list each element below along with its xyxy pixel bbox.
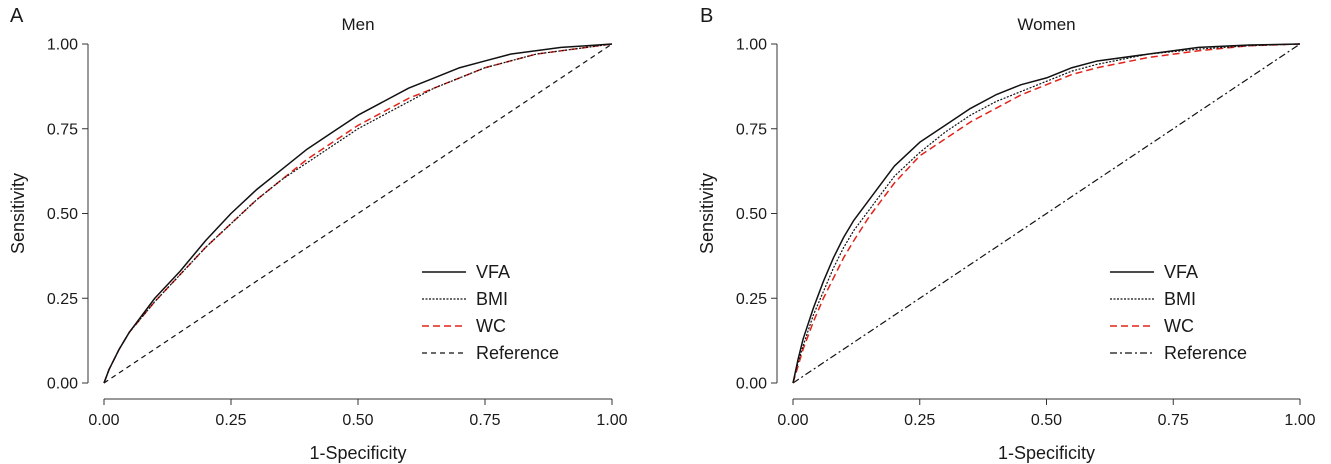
legend-label: BMI	[476, 289, 508, 309]
series-line-reference	[792, 43, 1301, 384]
panel-letter: A	[10, 5, 24, 27]
x-tick-label: 0.25	[215, 412, 246, 429]
x-tick-label: 1.00	[1284, 412, 1315, 429]
panel-letter: B	[700, 5, 713, 27]
x-tick-label: 0.50	[1031, 412, 1062, 429]
series-line-reference	[103, 43, 613, 384]
panel-a: A Men 0.00 0.25 0.50 0.75 1.00 0.00 0.25 0.50 0.75…	[8, 5, 628, 463]
x-tick-label: 0.00	[88, 412, 119, 429]
y-tick-label: 0.00	[736, 376, 767, 393]
legend-label: WC	[476, 316, 506, 336]
y-axis-title: Sensitivity	[697, 173, 717, 254]
y-tick-label: 0.50	[47, 206, 78, 223]
series-line-vfa	[792, 43, 1301, 384]
y-tick-label: 0.75	[736, 121, 767, 138]
series-line-bmi	[792, 43, 1301, 384]
y-axis-title: Sensitivity	[8, 173, 28, 254]
panel-b: B Women 0.00 0.25 0.50 0.75 1.00 0.00 0.25 0.50 0.…	[697, 5, 1316, 463]
legend: VFA BMI WC Reference	[422, 262, 559, 363]
y-tick-label: 0.75	[47, 121, 78, 138]
y-tick-label: 0.50	[736, 206, 767, 223]
legend-label: BMI	[1164, 289, 1196, 309]
y-tick-label: 0.00	[47, 376, 78, 393]
legend-label: Reference	[476, 343, 559, 363]
chart-title: Men	[341, 15, 374, 34]
series-line-vfa	[103, 43, 613, 384]
series-line-wc	[792, 43, 1301, 384]
x-axis-title: 1-Specificity	[309, 443, 406, 463]
x-tick-label: 1.00	[596, 412, 627, 429]
legend-label: Reference	[1164, 343, 1247, 363]
x-tick-label: 0.50	[342, 412, 373, 429]
series-line-bmi	[103, 43, 613, 384]
legend: VFA BMI WC Reference	[1110, 262, 1247, 363]
x-tick-label: 0.75	[1158, 412, 1189, 429]
x-axis-title: 1-Specificity	[998, 443, 1095, 463]
x-tick-label: 0.25	[904, 412, 935, 429]
chart-title: Women	[1017, 15, 1075, 34]
legend-label: VFA	[1164, 262, 1198, 282]
y-tick-label: 1.00	[736, 37, 767, 54]
y-tick-label: 1.00	[47, 37, 78, 54]
x-tick-label: 0.75	[469, 412, 500, 429]
y-tick-label: 0.25	[47, 291, 78, 308]
x-tick-label: 0.00	[777, 412, 808, 429]
legend-label: WC	[1164, 316, 1194, 336]
legend-label: VFA	[476, 262, 510, 282]
y-tick-label: 0.25	[736, 291, 767, 308]
